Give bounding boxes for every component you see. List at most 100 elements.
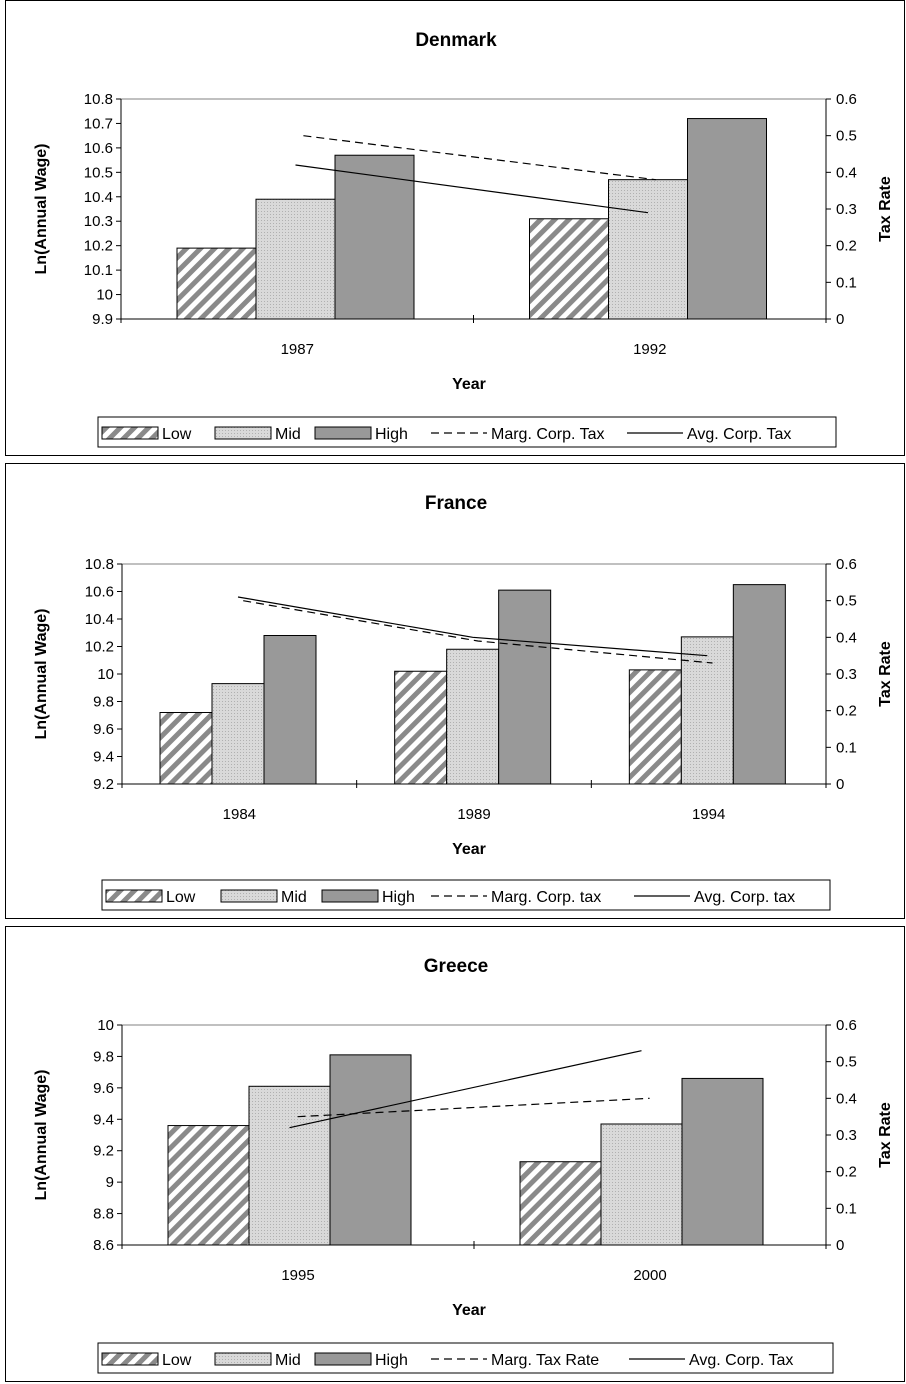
bar-mid-1992 bbox=[608, 179, 688, 320]
y2-tick-label: 0.3 bbox=[836, 1127, 857, 1144]
y2-axis-title: Tax Rate bbox=[877, 1102, 894, 1168]
legend-label: Avg. Corp. Tax bbox=[689, 1352, 793, 1369]
y-tick-label: 10.6 bbox=[85, 584, 114, 601]
y-tick-label: 8.8 bbox=[93, 1206, 114, 1223]
y2-tick-label: 0.5 bbox=[836, 593, 857, 610]
y-tick-label: 10.4 bbox=[85, 611, 114, 628]
legend-swatch-low bbox=[101, 426, 159, 440]
chart-title: Denmark bbox=[415, 30, 497, 51]
france-chart: France 10.8 10.6 10.4 10.2 10 9.8 9.6 9.4 9.2 0.6 0… bbox=[33, 493, 894, 911]
y2-tick-label: 0.4 bbox=[836, 629, 857, 646]
y2-tick-label: 0 bbox=[836, 1237, 844, 1254]
y2-tick-label: 0.2 bbox=[836, 1164, 857, 1181]
legend-label: Low bbox=[162, 426, 192, 443]
bar-mid-1984 bbox=[211, 683, 265, 785]
average-tax-line bbox=[295, 164, 649, 214]
bar-high-1987 bbox=[334, 154, 415, 320]
bar-high-1994 bbox=[732, 584, 786, 785]
legend-swatch-low bbox=[105, 889, 163, 903]
chart-title: Greece bbox=[424, 956, 488, 977]
y-axis-title: Ln(Annual Wage) bbox=[33, 1070, 50, 1201]
y2-tick-label: 0.6 bbox=[836, 91, 857, 108]
y2-tick-label: 0.6 bbox=[836, 556, 857, 573]
bar-high-1984 bbox=[263, 635, 317, 785]
legend-label: Mid bbox=[275, 1352, 301, 1369]
x-tick-label: 1989 bbox=[457, 806, 490, 823]
bar-low-2000 bbox=[519, 1161, 602, 1246]
y2-tick-label: 0.3 bbox=[836, 666, 857, 683]
bar-low-1987 bbox=[176, 247, 257, 320]
y2-tick-label: 0.1 bbox=[836, 1200, 857, 1217]
denmark-chart: Denmark 10.8 10.7 10.6 10.5 10.4 10.3 10.2 10.1 1… bbox=[33, 30, 894, 448]
y2-axis-title: Tax Rate bbox=[877, 641, 894, 707]
y2-axis-title: Tax Rate bbox=[877, 176, 894, 242]
y-tick-label: 9.2 bbox=[93, 776, 114, 793]
legend-swatch-high bbox=[314, 426, 372, 440]
x-tick-label: 1992 bbox=[633, 341, 666, 358]
bar-low-1995 bbox=[167, 1125, 250, 1246]
x-tick-label: 1995 bbox=[281, 1267, 314, 1284]
y-tick-label: 9.6 bbox=[93, 721, 114, 738]
bar-low-1989 bbox=[394, 670, 448, 785]
y-tick-label: 9.8 bbox=[93, 694, 114, 711]
y-tick-label: 9.8 bbox=[93, 1048, 114, 1065]
bar-high-1989 bbox=[498, 589, 552, 785]
denmark-chart-panel: Denmark 10.8 10.7 10.6 10.5 10.4 10.3 10.2 10.1 1… bbox=[5, 0, 905, 456]
chart-title: France bbox=[425, 493, 487, 514]
y-tick-label: 9.4 bbox=[93, 749, 114, 766]
legend-label: Low bbox=[166, 889, 196, 906]
legend-swatch-mid bbox=[220, 889, 278, 903]
y-tick-label: 10.1 bbox=[84, 262, 113, 279]
x-tick-label: 2000 bbox=[633, 1267, 666, 1284]
greece-chart-panel: Greece 10 9.8 9.6 9.4 9.2 9 8.8 8.6 0.6 0.5 0.4 0.3 0… bbox=[5, 926, 905, 1382]
y-tick-label: 9.9 bbox=[92, 311, 113, 328]
y-tick-label: 9 bbox=[106, 1174, 114, 1191]
x-axis-title: Year bbox=[452, 1302, 486, 1319]
y-tick-label: 10.5 bbox=[84, 164, 113, 181]
bar-mid-2000 bbox=[600, 1123, 683, 1246]
legend-label: Low bbox=[162, 1352, 192, 1369]
bar-high-1992 bbox=[687, 118, 767, 320]
bar-low-1984 bbox=[159, 712, 213, 785]
legend-label: Marg. Tax Rate bbox=[491, 1352, 599, 1369]
marginal-tax-line bbox=[243, 600, 713, 664]
y-tick-label: 10.8 bbox=[85, 556, 114, 573]
y-tick-label: 10 bbox=[97, 666, 114, 683]
y-tick-label: 10 bbox=[96, 287, 113, 304]
legend-label: High bbox=[382, 889, 415, 906]
y2-tick-label: 0.2 bbox=[836, 238, 857, 255]
greece-chart: Greece 10 9.8 9.6 9.4 9.2 9 8.8 8.6 0.6 0.5 0.4 0.3 0… bbox=[33, 956, 894, 1374]
bar-mid-1995 bbox=[248, 1085, 331, 1246]
x-tick-label: 1987 bbox=[281, 341, 314, 358]
legend-swatch-high bbox=[321, 889, 379, 903]
y2-tick-label: 0.2 bbox=[836, 703, 857, 720]
legend-label: Marg. Corp. tax bbox=[491, 889, 601, 906]
marginal-tax-line bbox=[303, 135, 656, 181]
y-tick-label: 10.8 bbox=[84, 91, 113, 108]
bar-low-1992 bbox=[529, 218, 609, 320]
legend-label: Mid bbox=[281, 889, 307, 906]
y-tick-label: 10.2 bbox=[84, 238, 113, 255]
y-tick-label: 8.6 bbox=[93, 1237, 114, 1254]
legend: Low Mid High Marg. Corp. Tax Avg. Corp. Tax bbox=[97, 416, 837, 448]
average-tax-line bbox=[237, 596, 708, 657]
y-axis-title: Ln(Annual Wage) bbox=[33, 144, 50, 275]
bar-mid-1987 bbox=[255, 198, 336, 320]
y2-tick-label: 0.4 bbox=[836, 164, 857, 181]
y2-tick-label: 0.4 bbox=[836, 1090, 857, 1107]
y-tick-label: 10.4 bbox=[84, 189, 113, 206]
legend-label: High bbox=[375, 426, 408, 443]
average-tax-line bbox=[289, 1050, 642, 1129]
y-tick-label: 9.2 bbox=[93, 1143, 114, 1160]
legend: Low Mid High Marg. Corp. tax Avg. Corp. tax bbox=[101, 879, 831, 911]
x-tick-label: 1994 bbox=[692, 806, 725, 823]
y2-tick-label: 0.6 bbox=[836, 1017, 857, 1034]
legend-label: Marg. Corp. Tax bbox=[491, 426, 605, 443]
y2-tick-label: 0 bbox=[836, 776, 844, 793]
bar-mid-1989 bbox=[446, 648, 500, 785]
y2-tick-label: 0 bbox=[836, 311, 844, 328]
y-tick-label: 10.2 bbox=[85, 639, 114, 656]
legend-label: High bbox=[375, 1352, 408, 1369]
x-axis-title: Year bbox=[452, 376, 486, 393]
y-tick-label: 10 bbox=[97, 1017, 114, 1034]
